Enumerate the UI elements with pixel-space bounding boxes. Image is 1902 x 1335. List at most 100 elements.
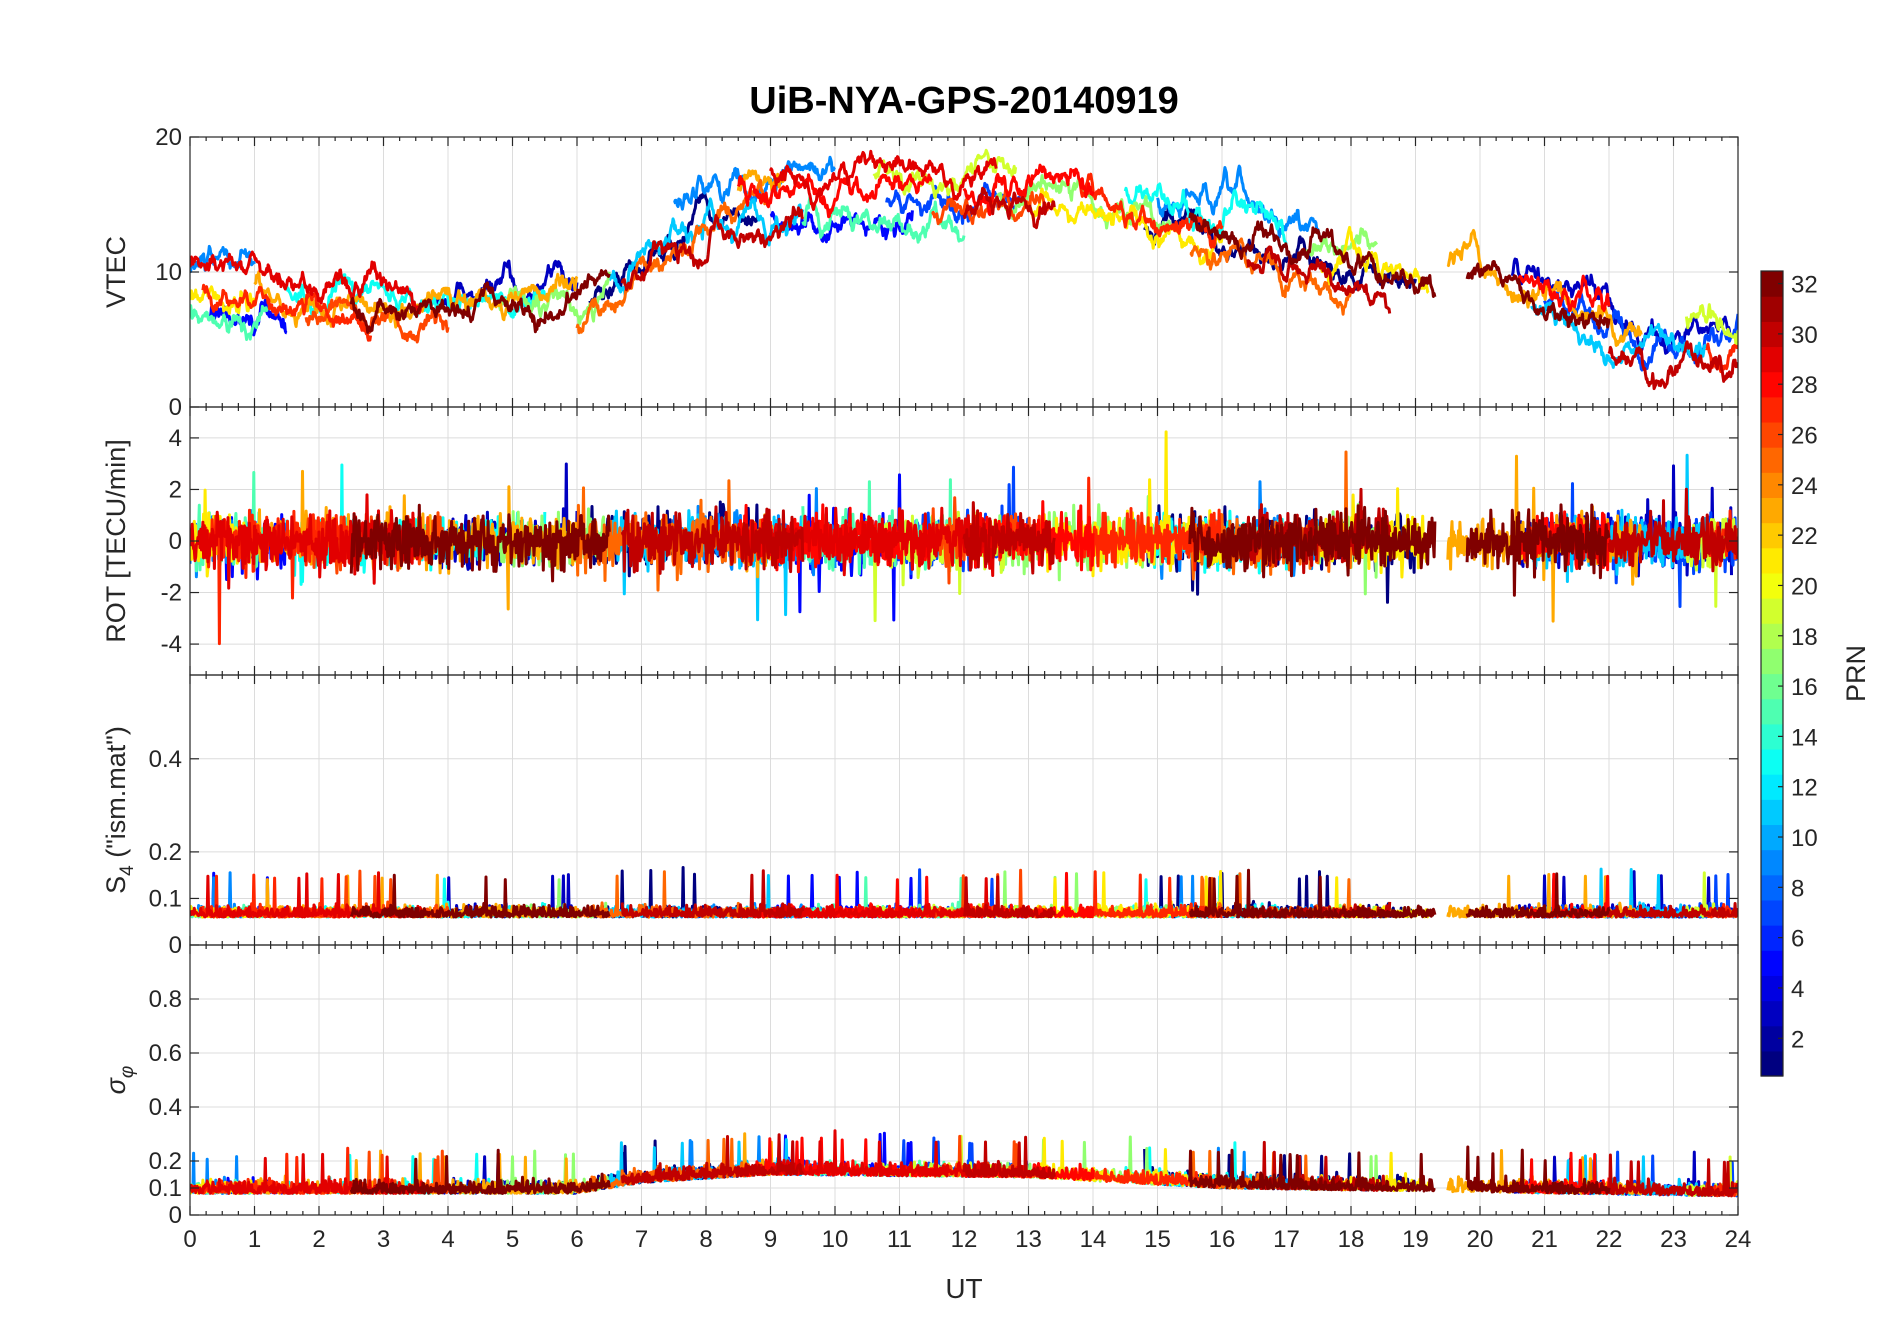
x-tick-label: 24 (1725, 1226, 1752, 1253)
series-line-prn-32 (349, 873, 611, 919)
series-group-s4 (190, 866, 1738, 919)
x-tick-label: 10 (822, 1226, 849, 1253)
colorbar-swatch (1761, 623, 1783, 649)
series-line-prn-3 (433, 259, 579, 312)
colorbar-swatch (1761, 472, 1783, 499)
y-tick-label: 20 (155, 124, 182, 151)
series-line-prn-25 (575, 178, 772, 335)
series-line-prn-30 (962, 501, 1056, 575)
series-line-prn-32 (1465, 260, 1611, 330)
colorbar-swatch (1761, 421, 1783, 448)
y-tick-label: 0.6 (149, 1040, 182, 1067)
series-line-prn-32 (349, 503, 611, 583)
y-tick-label: 0 (169, 932, 182, 959)
y-tick-label: 0.2 (149, 1148, 182, 1175)
colorbar-tick-label: 20 (1791, 573, 1818, 600)
x-tick-label: 2 (312, 1226, 325, 1253)
y-axis-label-rot: ROT [TECU/min] (101, 439, 131, 643)
x-tick-label: 13 (1015, 1226, 1042, 1253)
y-tick-label: 0 (169, 528, 182, 555)
x-tick-label: 4 (441, 1226, 454, 1253)
series-line-prn-27 (1079, 172, 1224, 249)
series-line-prn-30 (1246, 245, 1392, 314)
colorbar-swatch (1761, 648, 1783, 675)
series-line-prn-32 (1188, 504, 1437, 579)
y-tick-label: 0.8 (149, 986, 182, 1013)
x-tick-label: 16 (1209, 1226, 1236, 1253)
colorbar-swatch (1761, 572, 1783, 599)
colorbar-swatch (1761, 1000, 1783, 1027)
series-line-prn-23 (1446, 228, 1643, 347)
colorbar-tick-label: 24 (1791, 473, 1818, 500)
series-line-prn-30 (620, 1133, 805, 1186)
colorbar-swatch (1761, 271, 1783, 297)
x-tick-label: 8 (699, 1226, 712, 1253)
x-tick-label: 15 (1144, 1226, 1171, 1253)
panel-vtec: 0 10 20 VTEC (101, 124, 1739, 421)
x-tick-label: 1 (248, 1226, 261, 1253)
colorbar-swatch (1761, 799, 1783, 826)
series-line-prn-30 (962, 186, 1056, 230)
y-axis-label-s4: S4 ("ism.mat") (101, 726, 138, 894)
series-group-sigphi (190, 1129, 1738, 1198)
series-line-prn-32 (1465, 872, 1611, 919)
series-line-prn-7 (1543, 291, 1738, 372)
colorbar-tick-label: 10 (1791, 825, 1818, 852)
colorbar-swatch (1761, 346, 1783, 373)
series-line-prn-32 (1188, 212, 1437, 298)
colorbar-tick-label: 16 (1791, 674, 1818, 701)
colorbar-swatch (1761, 698, 1783, 725)
y-tick-label: 4 (169, 425, 182, 452)
x-tick-label: 12 (951, 1226, 978, 1253)
x-tick-label: 14 (1080, 1226, 1107, 1253)
series-line-prn-29 (190, 1152, 424, 1195)
colorbar-swatch (1761, 824, 1783, 851)
series-line-prn-28 (1517, 273, 1611, 313)
series-line-prn-28 (736, 173, 933, 219)
colorbar-tick-label: 2 (1791, 1026, 1804, 1053)
y-tick-label: -2 (161, 580, 182, 607)
colorbar-swatch (1761, 371, 1783, 398)
colorbar-swatch (1761, 1025, 1783, 1052)
series-line-prn-30 (962, 875, 1056, 919)
series-line-prn-32 (1188, 1148, 1436, 1193)
colorbar-tick-label: 30 (1791, 322, 1818, 349)
colorbar-swatch (1761, 874, 1783, 901)
x-tick-label: 3 (377, 1226, 390, 1253)
y-tick-label: 2 (169, 476, 182, 503)
x-tick-label: 9 (764, 1226, 777, 1253)
colorbar-swatch (1761, 748, 1783, 775)
series-line-prn-30 (1607, 902, 1738, 919)
panel-sigphi: 00.10.2 0.4 0.6 0.8 σφ (101, 944, 1739, 1229)
y-tick-label: 0.4 (149, 1094, 182, 1121)
series-line-prn-19 (1684, 303, 1738, 346)
colorbar-swatch (1761, 1050, 1783, 1077)
x-tick-label: 0 (183, 1226, 196, 1253)
colorbar-tick-label: 8 (1791, 875, 1804, 902)
x-tick-label: 11 (887, 1226, 912, 1253)
series-line-prn-32 (1465, 503, 1611, 597)
colorbar-swatch (1761, 950, 1783, 976)
y-axis-label-rest: ("ism.mat") (101, 726, 131, 865)
series-line-prn-11 (608, 197, 805, 296)
colorbar-swatch (1761, 774, 1783, 800)
colorbar-tick-label: 32 (1791, 272, 1818, 299)
series-line-prn-32 (1188, 868, 1437, 919)
x-tick-label: 5 (506, 1226, 519, 1253)
y-tick-label: 0.2 (149, 839, 182, 866)
series-group-vtec (190, 148, 1738, 391)
x-tick-label: 7 (635, 1226, 648, 1253)
x-tick-label: 6 (570, 1226, 583, 1253)
y-tick-label: 0 (169, 1202, 182, 1229)
series-line-prn-30 (1607, 1153, 1738, 1198)
series-group-rot (190, 430, 1738, 646)
panel-rot: -4 -2 0 2 4 ROT [TECU/min] (101, 406, 1739, 676)
colorbar-tick-label: 6 (1791, 926, 1804, 953)
colorbar-swatch (1761, 321, 1783, 348)
colorbar-swatch (1761, 849, 1783, 876)
x-tick-label: 21 (1531, 1226, 1558, 1253)
colorbar-tick-label: 22 (1791, 523, 1818, 550)
colorbar-tick-label: 28 (1791, 372, 1818, 399)
